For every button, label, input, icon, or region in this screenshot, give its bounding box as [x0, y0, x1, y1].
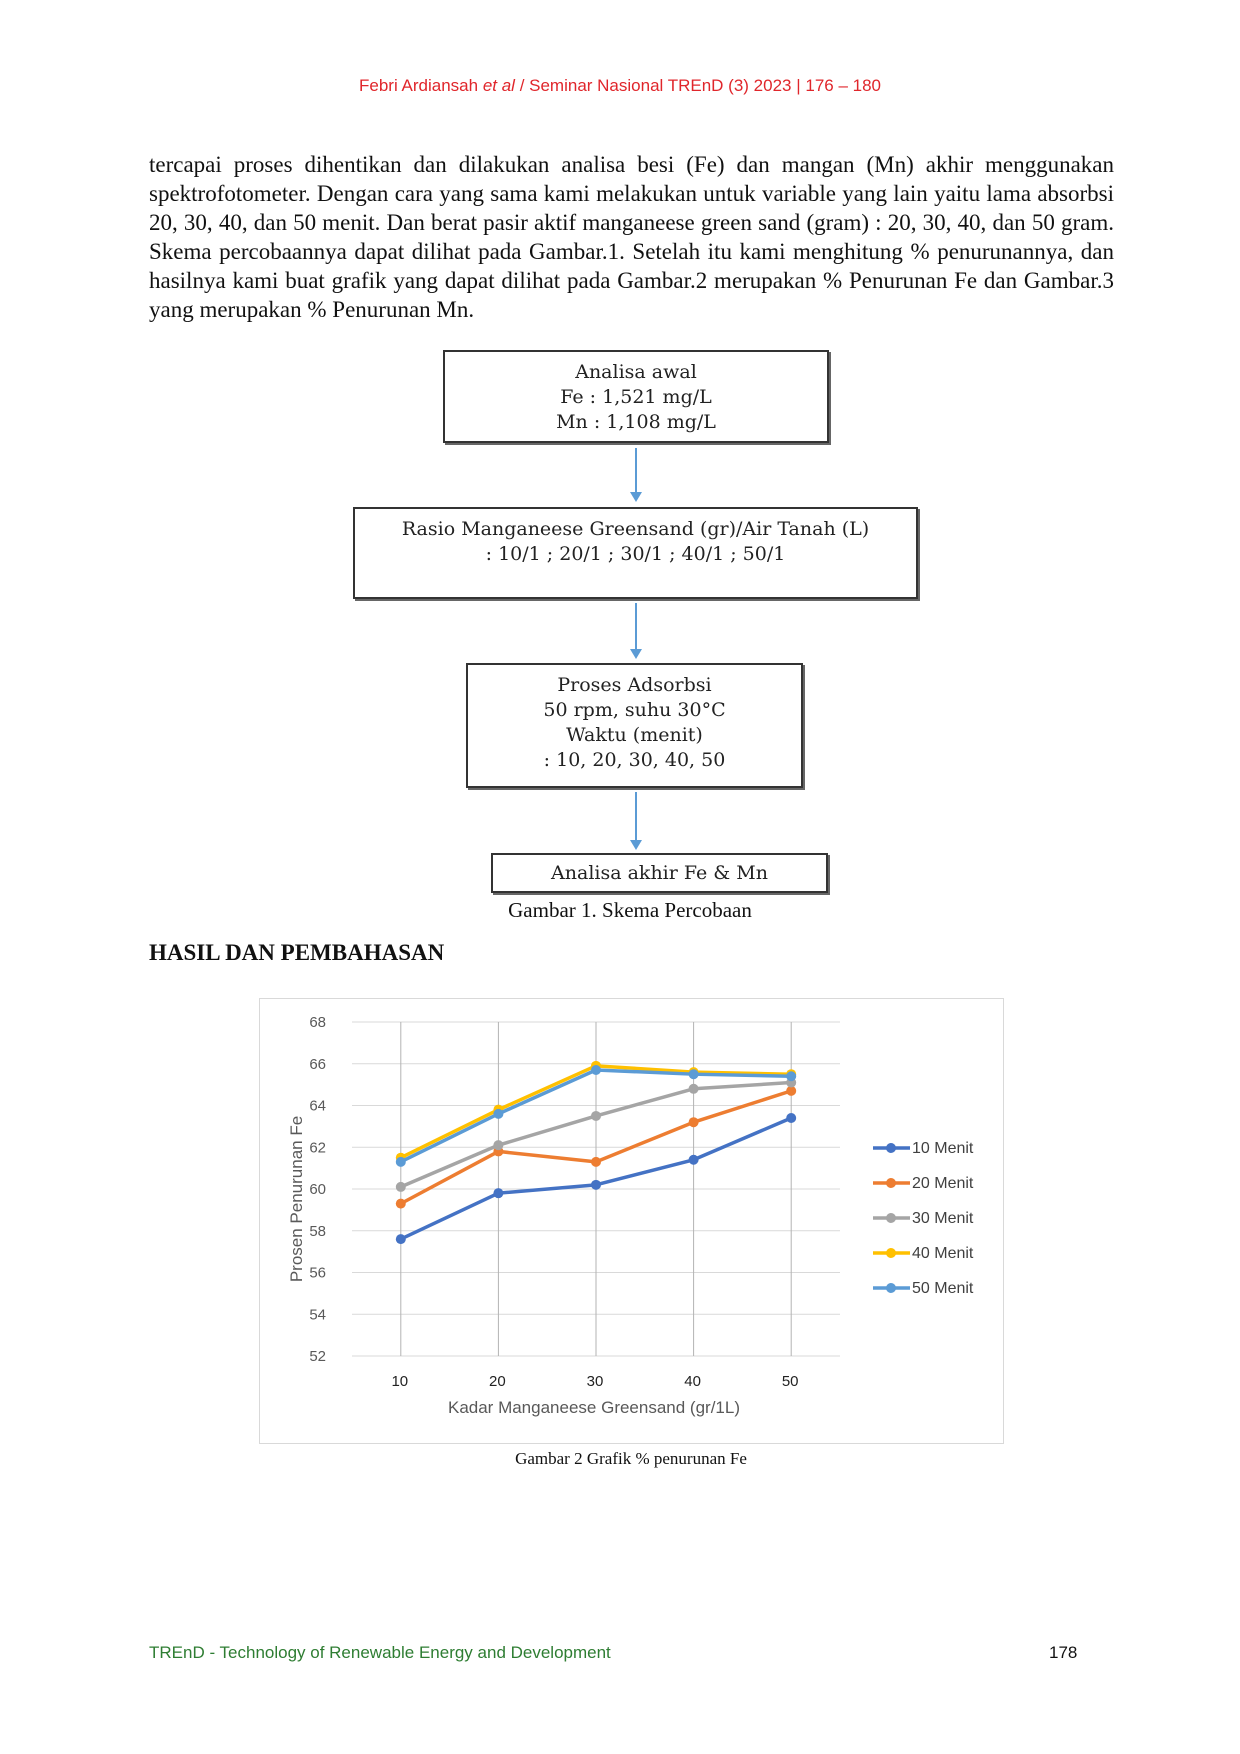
- y-tick-label: 58: [309, 1223, 326, 1240]
- flow-box-initial-line-1: Analisa awal: [575, 361, 697, 383]
- x-tick-label: 10: [391, 1373, 408, 1390]
- y-tick-label: 68: [309, 1014, 326, 1031]
- flow-box-ratio-line-1: Rasio Manganeese Greensand (gr)/Air Tana…: [401, 518, 870, 540]
- data-point: [395, 1234, 406, 1245]
- data-point: [688, 1069, 699, 1080]
- y-tick-label: 56: [309, 1265, 326, 1282]
- figure-1-caption: Gambar 1. Skema Percobaan: [508, 898, 752, 922]
- legend-swatch-marker: [886, 1283, 896, 1293]
- footer-journal-name: TREnD - Technology of Renewable Energy a…: [149, 1643, 611, 1662]
- data-point: [493, 1108, 504, 1119]
- legend-entry: 50 Menit: [912, 1280, 974, 1297]
- flow-box-adsorption-line-3: Waktu (menit): [566, 724, 703, 746]
- data-point: [786, 1085, 797, 1096]
- data-point: [493, 1140, 504, 1151]
- y-tick-label: 62: [309, 1139, 326, 1156]
- running-header: Febri Ardiansah et al / Seminar Nasional…: [0, 76, 1240, 96]
- data-point: [493, 1188, 504, 1199]
- y-tick-label: 64: [309, 1098, 326, 1115]
- flow-box-ratio: Rasio Manganeese Greensand (gr)/Air Tana…: [353, 507, 918, 599]
- legend-entry: 30 Menit: [912, 1210, 974, 1227]
- data-point: [786, 1071, 797, 1082]
- data-point: [591, 1065, 601, 1076]
- section-heading: HASIL DAN PEMBAHASAN: [149, 940, 445, 965]
- data-point: [688, 1083, 699, 1094]
- flow-box-adsorption-line-4: : 10, 20, 30, 40, 50: [543, 749, 726, 771]
- x-tick-label: 30: [587, 1373, 604, 1390]
- data-point: [395, 1156, 406, 1167]
- data-point: [591, 1179, 601, 1190]
- y-tick-label: 60: [309, 1181, 326, 1198]
- flow-box-initial-line-3: Mn : 1,108 mg/L: [556, 411, 716, 433]
- x-axis-title: Kadar Manganeese Greensand (gr/1L): [448, 1398, 740, 1417]
- header-et-al: et al: [482, 76, 515, 95]
- y-axis-title: Prosen Penurunan Fe: [287, 1116, 306, 1282]
- footer-page-number: 178: [1049, 1643, 1078, 1662]
- fe-reduction-chart: 52 54 56 58 60 62 64 66 68 10 20 30 40 50 Kadar Mangan…: [259, 998, 1004, 1444]
- flow-box-initial-analysis: Analisa awal Fe : 1,521 mg/L Mn : 1,108 …: [443, 350, 829, 443]
- flow-box-initial-line-2: Fe : 1,521 mg/L: [560, 386, 712, 408]
- data-point: [786, 1113, 797, 1124]
- flow-box-final-analysis: Analisa akhir Fe & Mn: [491, 853, 828, 893]
- data-point: [395, 1198, 406, 1209]
- legend-entry: 10 Menit: [912, 1140, 974, 1157]
- body-paragraph: tercapai proses dihentikan dan dilakukan…: [149, 152, 1114, 322]
- flow-box-ratio-line-2: : 10/1 ; 20/1 ; 30/1 ; 40/1 ; 50/1: [485, 543, 786, 565]
- data-point: [688, 1117, 699, 1128]
- flow-arrow-2: [630, 603, 642, 659]
- flow-box-adsorption-line-1: Proses Adsorbsi: [557, 674, 712, 696]
- legend-swatch-marker: [886, 1213, 896, 1223]
- header-citation: / Seminar Nasional TREnD (3) 2023 | 176 …: [519, 76, 881, 95]
- figure-2-caption: Gambar 2 Grafik % penurunan Fe: [515, 1449, 747, 1468]
- flow-box-adsorption-line-2: 50 rpm, suhu 30°C: [543, 699, 726, 721]
- chart-svg: 52 54 56 58 60 62 64 66 68 10 20 30 40 50 Kadar Mangan…: [287, 1014, 974, 1417]
- legend-swatch-marker: [886, 1178, 896, 1188]
- y-tick-label: 66: [309, 1056, 326, 1073]
- legend-entry: 20 Menit: [912, 1175, 974, 1192]
- flow-box-final-line-1: Analisa akhir Fe & Mn: [551, 862, 768, 884]
- data-point: [688, 1154, 699, 1165]
- header-author: Febri Ardiansah: [359, 76, 479, 95]
- flow-arrow-1: [630, 448, 642, 502]
- flow-box-adsorption: Proses Adsorbsi 50 rpm, suhu 30°C Waktu …: [466, 663, 803, 788]
- flow-arrow-3: [630, 792, 642, 850]
- x-tick-label: 20: [489, 1373, 506, 1390]
- x-tick-label: 50: [782, 1373, 799, 1390]
- legend-swatch-marker: [886, 1248, 896, 1258]
- data-point: [395, 1181, 406, 1192]
- data-point: [591, 1156, 601, 1167]
- x-tick-label: 40: [684, 1373, 701, 1390]
- legend-swatch-marker: [886, 1143, 896, 1153]
- data-point: [591, 1110, 601, 1121]
- y-tick-label: 54: [309, 1306, 326, 1323]
- legend-entry: 40 Menit: [912, 1245, 974, 1262]
- y-tick-label: 52: [309, 1348, 326, 1365]
